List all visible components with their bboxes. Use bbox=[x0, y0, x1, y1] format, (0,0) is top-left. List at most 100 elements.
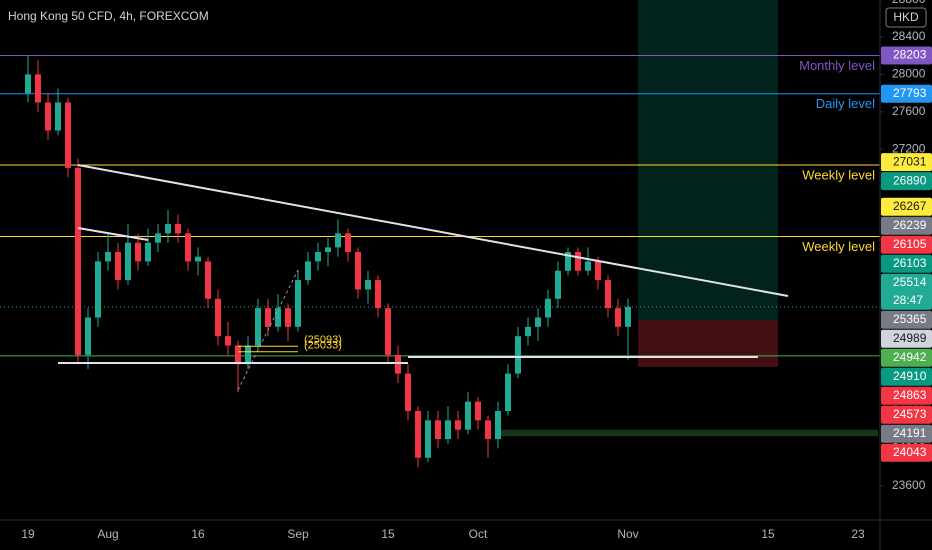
candle-body bbox=[285, 308, 291, 327]
candle-body bbox=[155, 233, 161, 243]
candle-body bbox=[165, 224, 171, 234]
y-tick-label: 28400 bbox=[892, 29, 926, 43]
candle-body bbox=[475, 401, 481, 421]
price-label-box bbox=[881, 424, 932, 443]
price-label-box bbox=[881, 348, 932, 367]
price-label: 24863 bbox=[893, 388, 927, 402]
trendline bbox=[77, 227, 149, 241]
x-tick-label: 16 bbox=[191, 527, 205, 541]
price-label: 24573 bbox=[893, 407, 927, 421]
candle-body bbox=[105, 252, 111, 262]
price-label: 24043 bbox=[893, 445, 927, 459]
price-label-box bbox=[881, 46, 932, 65]
price-label-box bbox=[881, 386, 932, 405]
plot: Monthly level Daily level Weekly level Week… bbox=[0, 0, 880, 468]
candle-body bbox=[375, 280, 381, 309]
candle-body bbox=[115, 252, 121, 281]
candle-body bbox=[505, 373, 511, 411]
price-label-box bbox=[881, 254, 932, 273]
candle-body bbox=[45, 102, 51, 131]
candle-body bbox=[545, 298, 551, 318]
candle-body bbox=[615, 308, 621, 327]
candle-body bbox=[55, 102, 61, 131]
chart-title: Hong Kong 50 CFD, 4h, FOREXCOM bbox=[8, 9, 209, 23]
candle-body bbox=[305, 261, 311, 281]
price-label: 24191 bbox=[893, 426, 927, 440]
candle-body bbox=[535, 317, 541, 327]
x-tick-label: 15 bbox=[761, 527, 775, 541]
price-label-box bbox=[881, 273, 932, 310]
candle-body bbox=[255, 308, 261, 346]
level-label: Daily level bbox=[816, 96, 875, 111]
x-tick-label: 19 bbox=[21, 527, 35, 541]
candle-body bbox=[175, 224, 181, 234]
candle-body bbox=[185, 233, 191, 262]
stop-zone bbox=[638, 320, 778, 367]
candle-body bbox=[85, 317, 91, 355]
candle-body bbox=[325, 247, 331, 253]
price-label: 26239 bbox=[893, 218, 927, 232]
candle-body bbox=[385, 308, 391, 355]
candle-body bbox=[35, 74, 41, 103]
candle-body bbox=[405, 373, 411, 411]
x-tick-label: Nov bbox=[617, 527, 638, 541]
candle-body bbox=[275, 308, 281, 327]
candle-body bbox=[195, 256, 201, 262]
level-label: Weekly level bbox=[802, 239, 875, 254]
target-zone bbox=[638, 0, 778, 321]
y-tick-label: 27600 bbox=[892, 104, 926, 118]
countdown: 28:47 bbox=[893, 293, 923, 307]
candle-body bbox=[205, 261, 211, 299]
candle-body bbox=[445, 420, 451, 440]
candle-body bbox=[425, 420, 431, 458]
candle-body bbox=[125, 242, 131, 281]
candle-body bbox=[355, 252, 361, 290]
price-label: 26105 bbox=[893, 237, 927, 251]
price-label: 26890 bbox=[893, 173, 927, 187]
price-label-box bbox=[881, 172, 932, 191]
y-tick-label: 23600 bbox=[892, 478, 926, 492]
candle-body bbox=[65, 102, 71, 168]
candle-body bbox=[135, 242, 141, 262]
candle-body bbox=[525, 326, 531, 337]
x-tick-label: Aug bbox=[97, 527, 118, 541]
level-label: Weekly level bbox=[802, 167, 875, 182]
candle-body bbox=[415, 410, 421, 458]
price-label: 26103 bbox=[893, 256, 927, 270]
price-label-box bbox=[881, 197, 932, 216]
currency: HKD bbox=[893, 10, 919, 24]
price-axis: 2880028400280002760027200268002640026000… bbox=[880, 0, 932, 492]
candle-body bbox=[435, 420, 441, 440]
price-label: 27793 bbox=[893, 86, 927, 100]
candle-body bbox=[145, 242, 151, 262]
trendline bbox=[237, 269, 299, 391]
candle-body bbox=[595, 261, 601, 281]
candle-body bbox=[25, 74, 31, 94]
y-tick-label: 28000 bbox=[892, 67, 926, 81]
price-label: 24989 bbox=[893, 331, 927, 345]
x-tick-label: 23 bbox=[851, 527, 865, 541]
candle-body bbox=[485, 420, 491, 440]
price-label: 24942 bbox=[893, 350, 927, 364]
currency-box[interactable] bbox=[885, 7, 927, 28]
price-label: 25514 bbox=[893, 275, 927, 289]
price-label-box bbox=[881, 84, 932, 103]
candle-body bbox=[625, 306, 631, 327]
candle-body bbox=[215, 298, 221, 337]
candle-body bbox=[585, 261, 591, 271]
price-label: 24910 bbox=[893, 369, 927, 383]
price-label: 27031 bbox=[893, 154, 927, 168]
candle-body bbox=[465, 401, 471, 430]
candle-body bbox=[315, 252, 321, 262]
price-label-box bbox=[881, 367, 932, 386]
candle-body bbox=[245, 345, 251, 365]
candle-body bbox=[295, 280, 301, 327]
candle-body bbox=[75, 167, 81, 355]
price-label-box bbox=[881, 329, 932, 348]
candle-body bbox=[515, 336, 521, 374]
candle-body bbox=[265, 308, 271, 327]
y-tick-label: 27200 bbox=[892, 141, 926, 155]
